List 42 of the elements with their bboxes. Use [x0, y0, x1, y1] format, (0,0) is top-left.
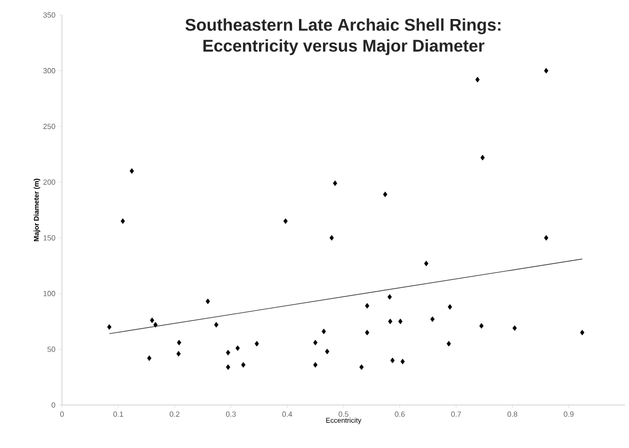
point — [479, 323, 484, 329]
point — [254, 340, 259, 346]
point — [544, 235, 548, 241]
point — [176, 350, 181, 357]
point — [176, 340, 182, 346]
point — [313, 340, 318, 346]
point — [226, 350, 230, 356]
point — [430, 316, 435, 322]
point — [390, 358, 395, 364]
point — [322, 328, 326, 334]
point — [359, 364, 364, 370]
point — [206, 298, 210, 304]
point — [365, 303, 370, 309]
point — [130, 168, 134, 174]
point — [424, 260, 428, 266]
point — [512, 325, 517, 331]
point — [330, 235, 334, 241]
point — [325, 348, 330, 354]
point — [388, 318, 392, 324]
point — [120, 218, 125, 224]
text: Southeastern Late Archaic Shell Rings: Eccentricity versus Major Diameter — [185, 18, 500, 56]
point — [383, 192, 388, 198]
point — [448, 304, 452, 310]
point — [480, 154, 485, 160]
point — [388, 294, 392, 300]
point — [150, 318, 154, 324]
point — [400, 358, 405, 364]
point — [332, 180, 338, 186]
point — [544, 68, 548, 74]
point — [475, 76, 480, 82]
point — [446, 340, 451, 346]
point — [398, 318, 403, 324]
point — [365, 330, 370, 336]
point — [241, 362, 246, 368]
point — [313, 362, 318, 368]
point — [107, 324, 112, 330]
point — [283, 218, 288, 224]
point — [236, 345, 240, 351]
point — [147, 355, 152, 361]
point — [580, 330, 584, 336]
point — [153, 322, 158, 328]
point — [226, 364, 230, 370]
